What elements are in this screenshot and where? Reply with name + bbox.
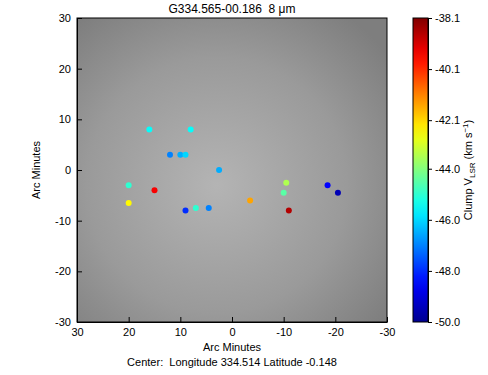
tick-mark <box>428 18 432 19</box>
colorbar-title: Clump VLSR (km s−1) <box>461 120 477 221</box>
tick-mark <box>387 317 388 322</box>
tick-label: 0 <box>229 326 235 338</box>
tick: 10 <box>59 113 82 125</box>
point <box>206 205 212 211</box>
tick-mark <box>77 322 82 323</box>
tick-label: -10 <box>55 215 71 227</box>
tick-label: -38.1 <box>435 12 460 24</box>
x-axis-title: Arc Minutes <box>203 341 262 353</box>
tick-mark <box>77 221 82 222</box>
tick: -50.0 <box>428 316 460 328</box>
tick-label: -30 <box>380 326 396 338</box>
tick: -30 <box>380 317 396 338</box>
point <box>283 180 289 186</box>
tick-mark <box>77 170 82 171</box>
tick: -48.0 <box>428 265 460 277</box>
tick: -42.1 <box>428 114 460 126</box>
tick-label: -44.0 <box>435 163 460 175</box>
tick: -30 <box>55 316 82 328</box>
title: G334.565-00.186 8 μm <box>169 2 296 16</box>
tick-label: -20 <box>55 265 71 277</box>
tick-mark <box>428 220 432 221</box>
tick-mark <box>428 271 432 272</box>
tick-label: 20 <box>123 326 135 338</box>
tick-mark <box>77 18 82 19</box>
tick-label: 20 <box>59 63 71 75</box>
point <box>335 190 341 196</box>
point <box>126 200 132 206</box>
point <box>281 190 287 196</box>
tick-mark <box>335 317 336 322</box>
tick: 30 <box>59 12 82 24</box>
tick: -20 <box>328 317 344 338</box>
tick: -40.1 <box>428 63 460 75</box>
point <box>126 182 132 188</box>
tick: -38.1 <box>428 12 460 24</box>
tick-mark <box>77 271 82 272</box>
tick: -44.0 <box>428 163 460 175</box>
plot-frame <box>77 18 387 322</box>
tick-mark <box>180 317 181 322</box>
point <box>325 182 331 188</box>
tick-label: -10 <box>276 326 292 338</box>
chart: 30 20 10 0 -10 -20 -30 -30 -20 -10 0 10 20 30 G334.565… <box>0 0 488 375</box>
tick-mark <box>77 119 82 120</box>
tick-label: -40.1 <box>435 63 460 75</box>
x-axis: 30 20 10 0 -10 -20 -30 <box>71 317 395 338</box>
point <box>177 152 183 158</box>
tick: -10 <box>276 317 292 338</box>
point <box>167 152 173 158</box>
point <box>188 126 194 132</box>
axis-line <box>428 19 429 323</box>
point <box>183 208 189 214</box>
point <box>216 167 222 173</box>
point <box>193 205 199 211</box>
tick: 0 <box>229 317 235 338</box>
tick-label: 30 <box>59 12 71 24</box>
tick-label: 30 <box>71 326 83 338</box>
caption: Center: Longitude 334.514 Latitude -0.14… <box>127 356 337 368</box>
tick-mark <box>428 69 432 70</box>
tick-label: 10 <box>175 326 187 338</box>
tick-mark <box>428 169 432 170</box>
tick-mark <box>129 317 130 322</box>
y-axis-title: Arc Minutes <box>30 140 42 199</box>
colorbar <box>413 18 428 322</box>
tick-label: -46.0 <box>435 214 460 226</box>
tick-label: -30 <box>55 316 71 328</box>
tick-mark <box>77 69 82 70</box>
colorbar-title-part: LSR <box>468 162 477 178</box>
tick-label: 10 <box>59 113 71 125</box>
colorbar-title-part: (km s <box>462 132 474 162</box>
tick-label: 0 <box>65 164 71 176</box>
points <box>126 126 341 213</box>
tick-mark <box>428 322 432 323</box>
tick-mark <box>284 317 285 322</box>
tick: 20 <box>123 317 135 338</box>
colorbar-title-part: Clump V <box>462 177 474 220</box>
tick: -10 <box>55 215 82 227</box>
tick: -46.0 <box>428 214 460 226</box>
tick-mark <box>428 120 432 121</box>
axis-line <box>78 322 388 323</box>
point <box>247 197 253 203</box>
point <box>183 152 189 158</box>
background-image <box>77 18 387 322</box>
tick: 0 <box>65 164 82 176</box>
tick-mark <box>232 317 233 322</box>
point <box>286 208 292 214</box>
tick-label: -20 <box>328 326 344 338</box>
point <box>152 187 158 193</box>
colorbar-title-part: ) <box>462 120 474 124</box>
tick: 10 <box>175 317 187 338</box>
tick-label: -48.0 <box>435 265 460 277</box>
point <box>146 126 152 132</box>
tick-label: -50.0 <box>435 316 460 328</box>
colorbar-axis: -38.1 -40.1 -42.1 -44.0 -46.0 -48.0 -50.0 <box>428 12 460 328</box>
y-axis: -30 -20 -10 0 10 20 30 <box>55 12 82 328</box>
tick: 20 <box>59 63 82 75</box>
tick-label: -42.1 <box>435 114 460 126</box>
tick: -20 <box>55 265 82 277</box>
